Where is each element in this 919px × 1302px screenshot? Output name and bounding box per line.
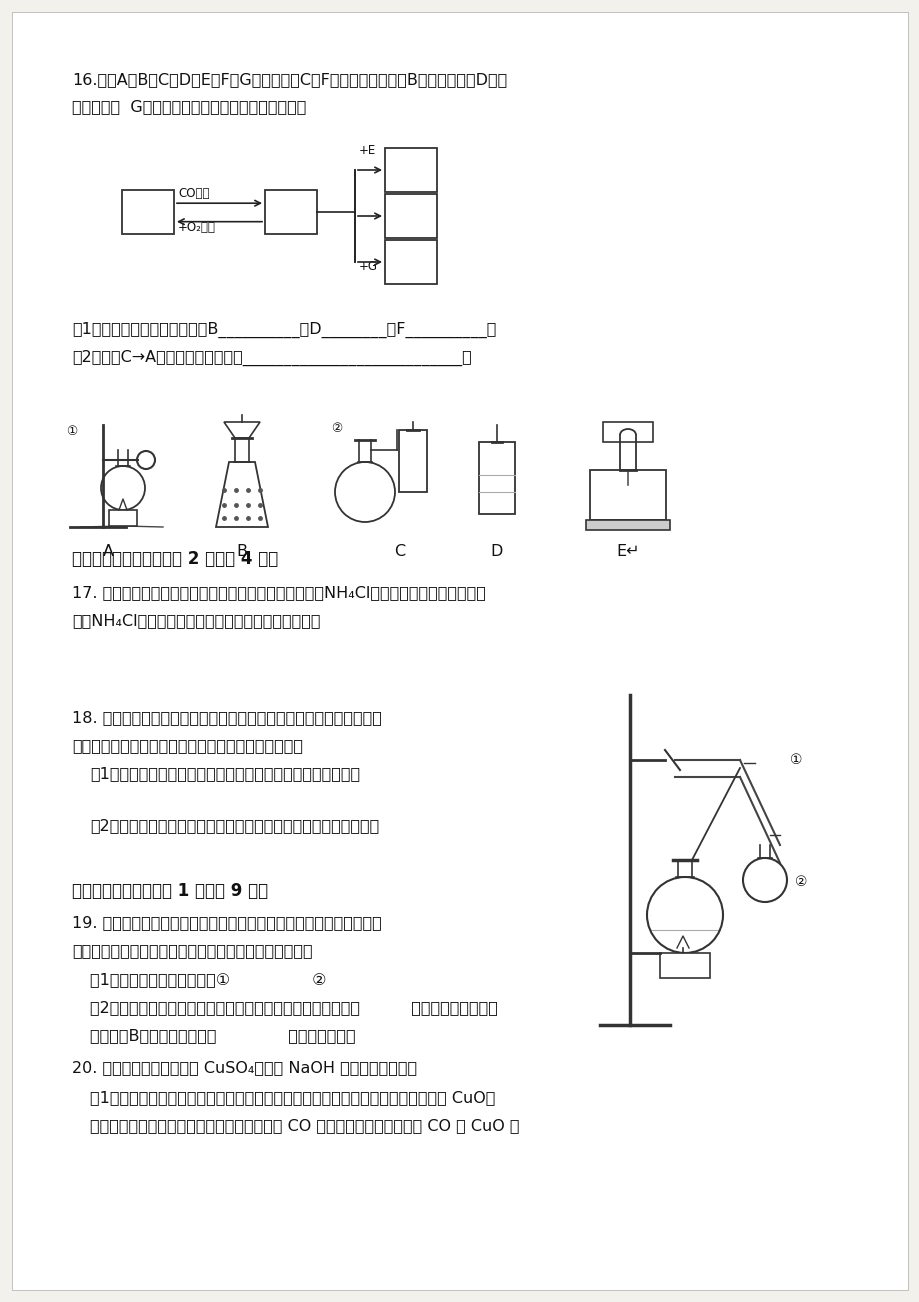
Text: 20. 某研究性学习小组探究 CuSO₄溶液与 NaOH 溶液的反应产物。: 20. 某研究性学习小组探究 CuSO₄溶液与 NaOH 溶液的反应产物。: [72, 1060, 416, 1075]
Text: +O₂点燃: +O₂点燃: [177, 220, 216, 233]
Text: （2）写出C→A转化的化学方程式：___________________________。: （2）写出C→A转化的化学方程式：_______________________…: [72, 350, 471, 366]
Text: F: F: [406, 255, 415, 273]
Text: D: D: [404, 210, 417, 227]
Text: （1）近年来大气中二氧化碳含量不断上升的主要原因是什么？: （1）近年来大气中二氧化碳含量不断上升的主要原因是什么？: [90, 766, 359, 781]
Text: D: D: [490, 544, 503, 559]
Text: 验的重要作用分不开的。结合下列实验装置图回答问题：: 验的重要作用分不开的。结合下列实验装置图回答问题：: [72, 943, 312, 958]
Text: 三、分析简答题（每小题 2 分，共 4 分）: 三、分析简答题（每小题 2 分，共 4 分）: [72, 549, 278, 568]
Text: 17. 焊白铁皮壶时，要用到盐酸，在实际操作中常用浓的NH₄Cl溶液来代替盐酸，这个事实: 17. 焊白铁皮壶时，要用到盐酸，在实际操作中常用浓的NH₄Cl溶液来代替盐酸，…: [72, 585, 485, 600]
Text: +E: +E: [358, 145, 376, 158]
Text: C: C: [285, 204, 297, 223]
Bar: [659, 953, 709, 978]
Bar: [589, 470, 665, 519]
Text: ①: ①: [789, 753, 801, 767]
Bar: [384, 240, 437, 284]
Bar: [122, 190, 174, 234]
Text: ①: ①: [66, 424, 77, 437]
Bar: [265, 190, 317, 234]
Text: E↵: E↵: [616, 544, 639, 559]
Bar: [399, 430, 426, 492]
Text: 19. 化学是一门以实验为基础的科学，化学所取得的丰硕成果，是与实: 19. 化学是一门以实验为基础的科学，化学所取得的丰硕成果，是与实: [72, 915, 381, 930]
Text: CO高温: CO高温: [177, 187, 210, 201]
Text: 为验证猜想，将沉淀过滤、洗涤、烘干后，用 CO 还原得到黑色物质，写出 CO 与 CuO 反: 为验证猜想，将沉淀过滤、洗涤、烘干后，用 CO 还原得到黑色物质，写出 CO 与…: [90, 1118, 519, 1133]
Text: （1）推测下列物质的化学式：B__________，D________，F__________；: （1）推测下列物质的化学式：B__________，D________，F___…: [72, 322, 496, 339]
Bar: [585, 519, 669, 530]
Text: （2）实验室用氯酸钾制取氧气时，可选用的发生和收集装置是          （填字母代号），实: （2）实验室用氯酸钾制取氧气时，可选用的发生和收集装置是 （填字母代号），实: [90, 1000, 497, 1016]
Text: ②: ②: [794, 875, 807, 889]
Bar: [479, 441, 515, 514]
Text: 验室可用B装置制取的气体是              （任答一种）。: 验室可用B装置制取的气体是 （任答一种）。: [90, 1029, 356, 1043]
Text: A: A: [142, 204, 153, 223]
Bar: [108, 510, 137, 526]
Text: 境问题，这一问题的解决对人类社会的发展极为重要。: 境问题，这一问题的解决对人类社会的发展极为重要。: [72, 738, 302, 753]
Text: 18. 减少二氧化碳排放，减缓全球气体变暖是当今世界要解决的重大环: 18. 减少二氧化碳排放，减缓全球气体变暖是当今世界要解决的重大环: [72, 710, 381, 725]
Text: （2）为减缓大气中二氧化碳含量的增加，请你提几条可行性建议：: （2）为减缓大气中二氧化碳含量的增加，请你提几条可行性建议：: [90, 818, 379, 833]
Text: （1）两溶液混合生成蓝色沉淀，沉淀放置一段时间后，完全变为黑色沉淀，猜想是 CuO。: （1）两溶液混合生成蓝色沉淀，沉淀放置一段时间后，完全变为黑色沉淀，猜想是 Cu…: [90, 1090, 494, 1105]
Text: +G: +G: [358, 260, 378, 273]
Bar: [384, 194, 437, 238]
Text: 说明NH₄Cl溶液呈酸性，请你设计一个实验给予证明。: 说明NH₄Cl溶液呈酸性，请你设计一个实验给予证明。: [72, 613, 320, 628]
Text: （1）写出指定仪器的名称：①                ②: （1）写出指定仪器的名称：① ②: [90, 973, 403, 987]
Text: 四、实验探究题（每空 1 分，共 9 分）: 四、实验探究题（每空 1 分，共 9 分）: [72, 881, 267, 900]
Text: 16.现有A、B、C、D、E、F、G七种物质，C、F是最常见的金属，B是气体单质，D为浅: 16.现有A、B、C、D、E、F、G七种物质，C、F是最常见的金属，B是气体单质…: [72, 72, 506, 87]
Bar: [384, 148, 437, 191]
Bar: [602, 422, 652, 441]
Text: C: C: [394, 544, 405, 559]
Text: B: B: [236, 544, 247, 559]
Text: A: A: [102, 544, 113, 559]
Text: ②: ②: [331, 422, 342, 435]
Text: B: B: [405, 163, 416, 181]
Text: 绿色溶液，  G为蓝色溶液，它们之间存在如下关系：: 绿色溶液， G为蓝色溶液，它们之间存在如下关系：: [72, 99, 306, 115]
